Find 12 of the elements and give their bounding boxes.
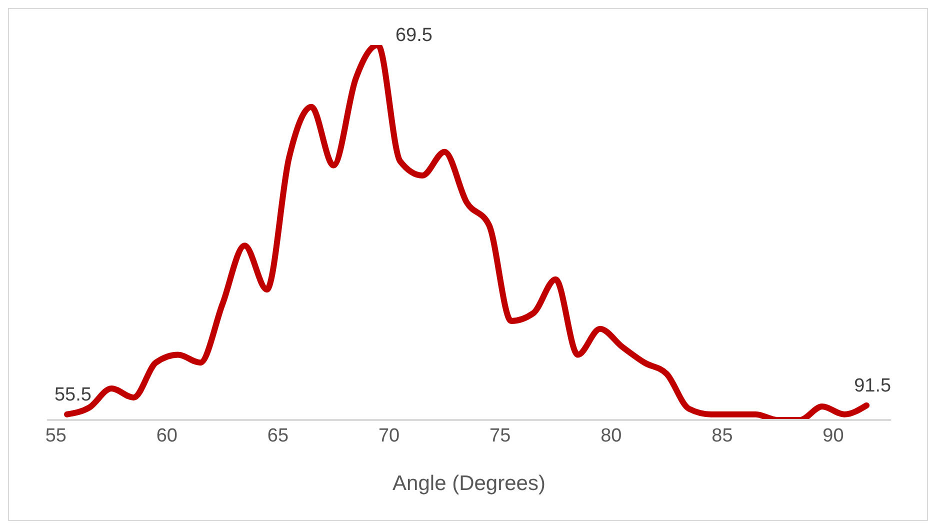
- x-tick-label: 80: [600, 425, 622, 446]
- annotation: 69.5: [395, 25, 432, 46]
- x-tick-label: 75: [490, 425, 511, 446]
- annotation: 91.5: [854, 375, 892, 396]
- x-tick-label: 55: [45, 425, 66, 446]
- x-axis-title: Angle (Degrees): [392, 472, 546, 495]
- x-tick-label: 90: [822, 425, 844, 446]
- x-tick-label: 85: [712, 425, 733, 446]
- annotation: 55.5: [54, 384, 92, 406]
- x-tick-label: 70: [378, 425, 400, 446]
- x-tick-label: 60: [156, 425, 178, 446]
- x-tick-label: 65: [267, 425, 289, 446]
